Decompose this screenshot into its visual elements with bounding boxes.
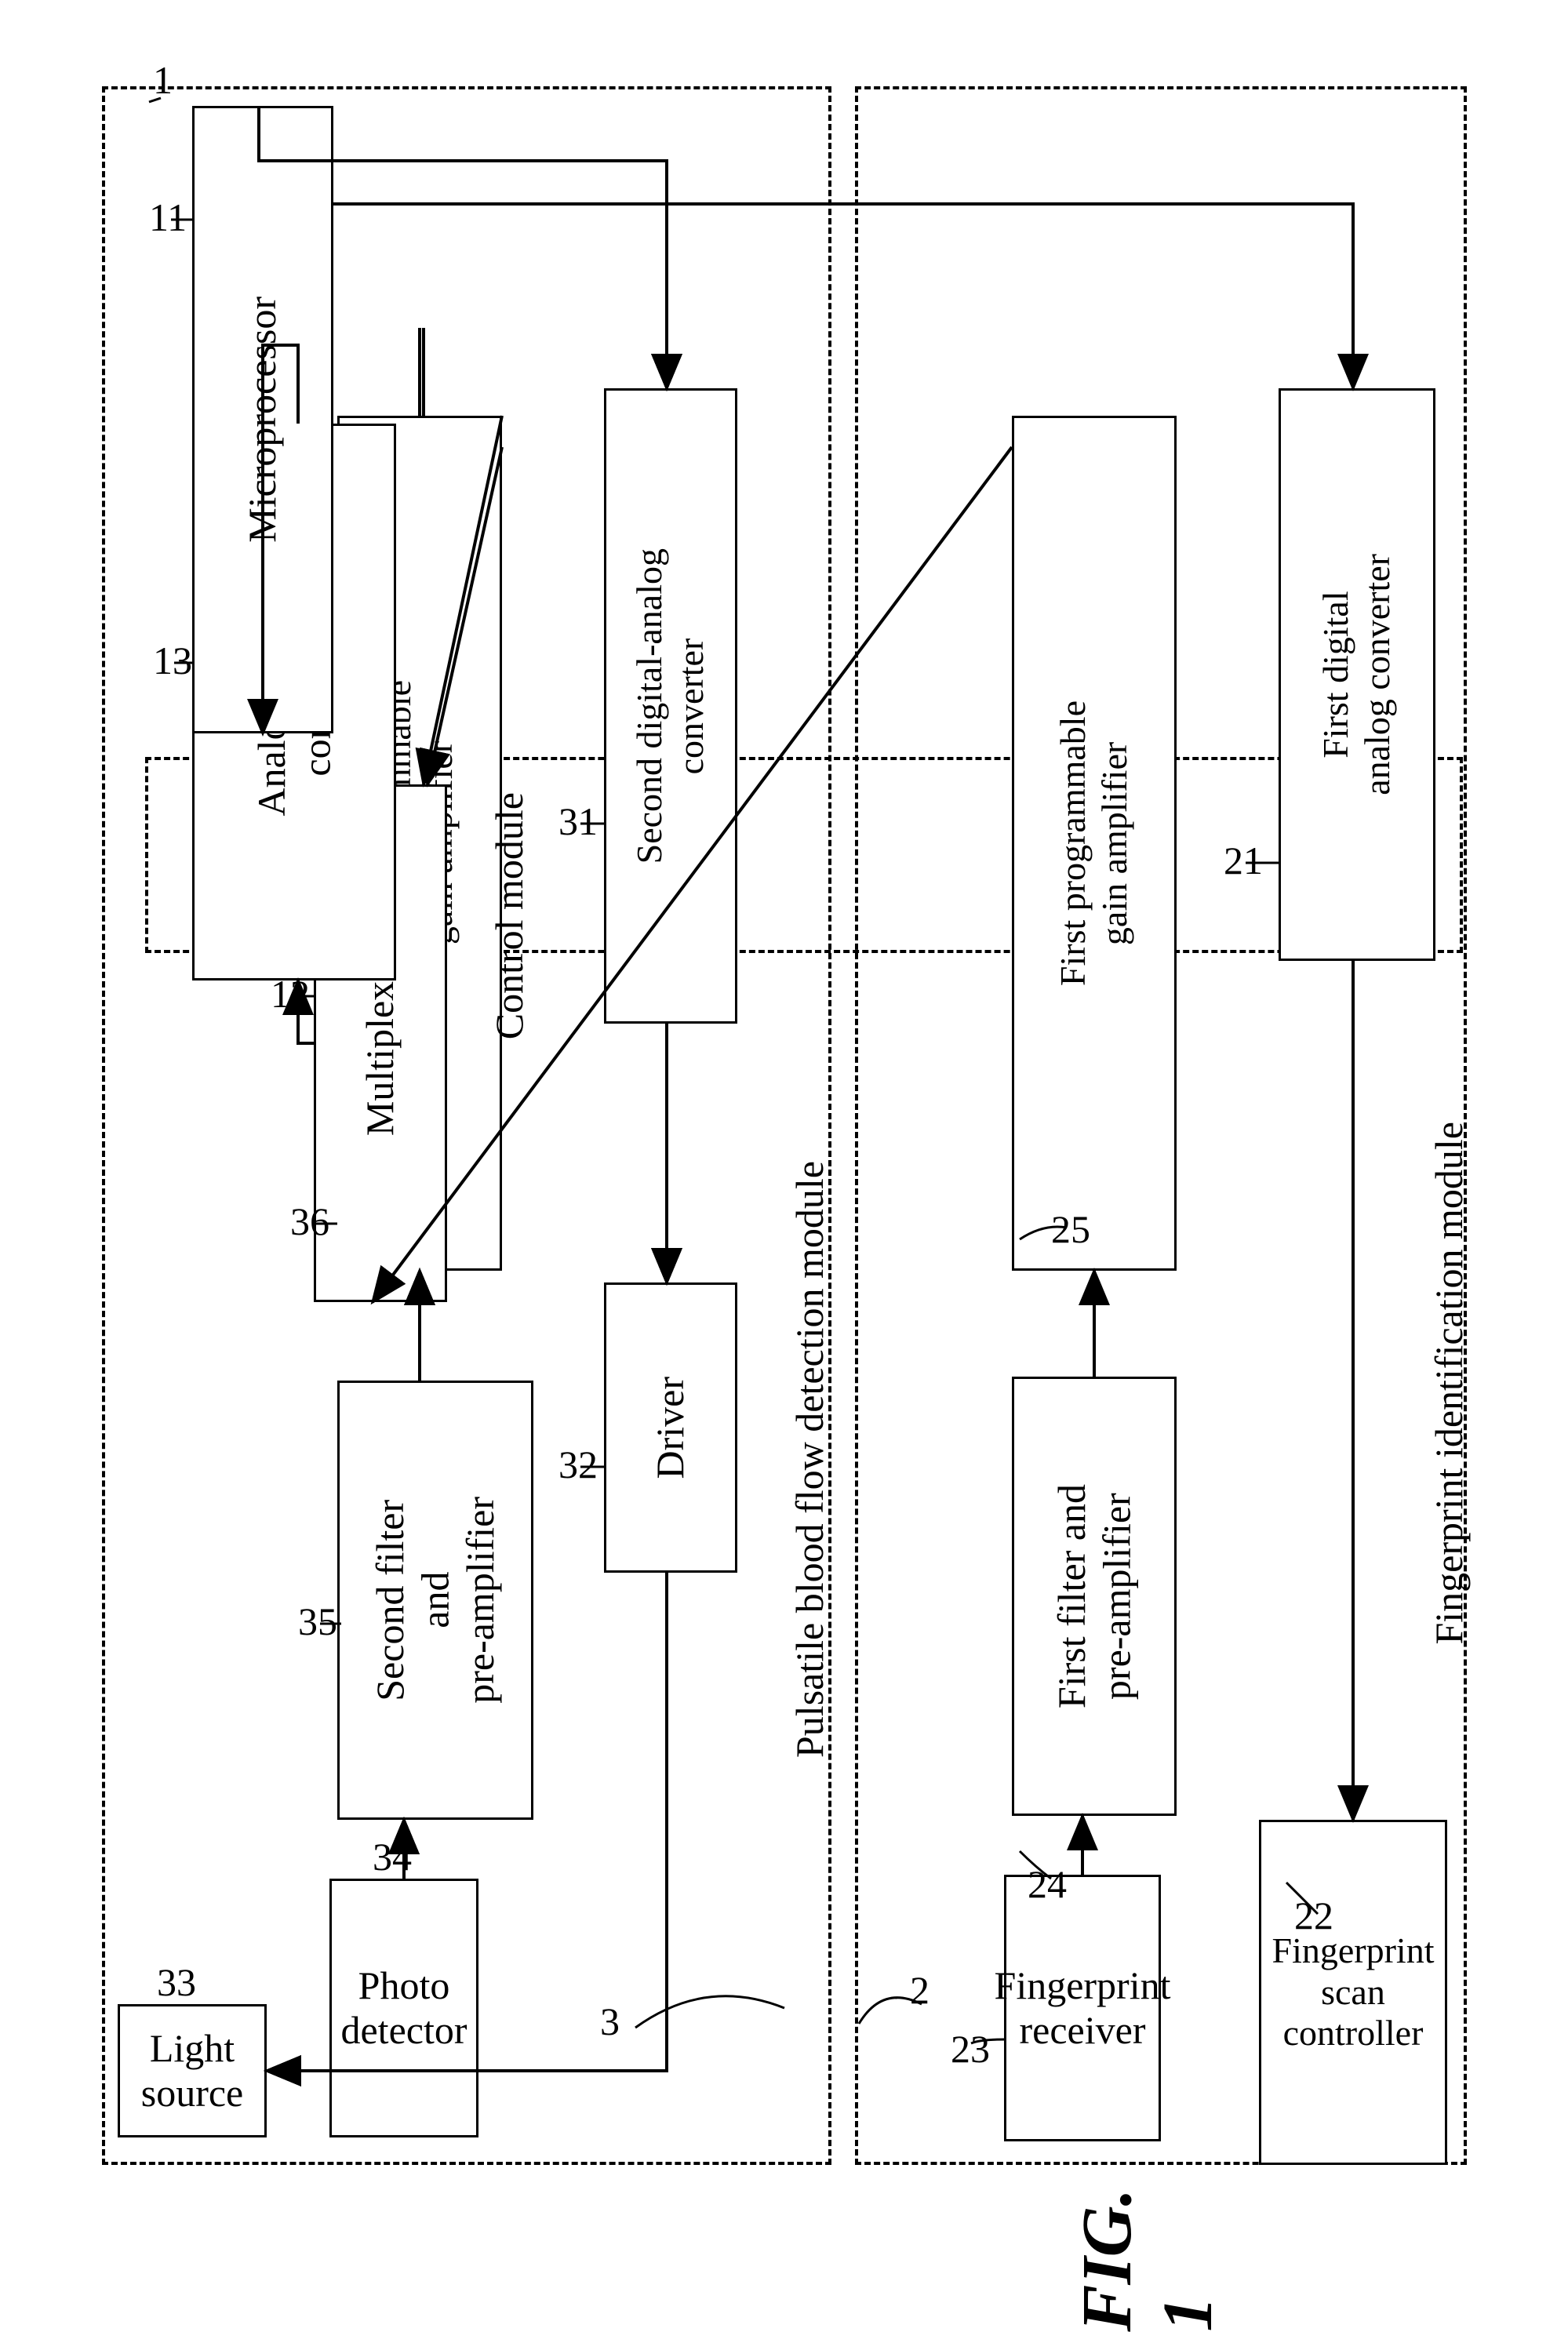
second-dac-label: Second digital-analogconverter [629,548,712,864]
ref-3: 3 [600,2000,620,2043]
photo-detector-block: Photodetector [329,1879,478,2137]
first-filter-block: First filter andpre-amplifier [1012,1377,1177,1816]
ref-12: 12 [271,973,310,1016]
ref-32: 32 [558,1443,598,1486]
ref-2: 2 [910,1969,930,2012]
ref-13: 13 [153,639,192,682]
photo-detector-label: Photodetector [340,1963,467,2054]
second-filter-block: Second filterandpre-amplifier [337,1381,533,1820]
light-source-label: Lightsource [141,2026,244,2116]
ref-36: 36 [290,1200,329,1243]
driver-label: Driver [648,1377,693,1479]
ref-21: 21 [1224,839,1263,882]
ref-24: 24 [1028,1863,1067,1906]
ref-23: 23 [951,2028,990,2071]
second-filter-label: Second filterandpre-amplifier [368,1497,504,1704]
first-dac-label: First digitalanalog converter [1315,554,1399,795]
fp-scan-label: Fingerprintscancontroller [1272,1930,1435,2055]
first-filter-label: First filter andpre-amplifier [1050,1484,1140,1708]
fingerprint-module-title: Fingerprint identification module [1428,1122,1471,1645]
microprocessor-block: Microprocessor [192,106,333,733]
pulsatile-module-title: Pulsatile blood flow detection module [788,1161,831,1758]
ref-33: 33 [157,1961,196,2004]
ref-1: 1 [153,59,173,102]
first-dac-block: First digitalanalog converter [1279,388,1435,961]
control-module-title: Control module [488,792,531,1039]
fp-receiver-label: Fingerprintreceiver [995,1963,1171,2054]
fp-scan-block: Fingerprintscancontroller [1259,1820,1447,2165]
fp-receiver-block: Fingerprintreceiver [1004,1875,1161,2141]
ref-31: 31 [558,800,598,843]
ref-35: 35 [298,1600,337,1643]
figure-label: FIG. 1 [1067,2188,1228,2332]
ref-34: 34 [373,1835,412,1879]
second-dac-block: Second digital-analogconverter [604,388,737,1024]
ref-22: 22 [1294,1894,1333,1937]
ref-11: 11 [149,196,187,239]
first-pga-block: First programmablegain amplifier [1012,416,1177,1271]
microprocessor-label: Microprocessor [240,297,286,543]
ref-25: 25 [1051,1208,1090,1251]
first-pga-label: First programmablegain amplifier [1053,700,1136,986]
light-source-block: Lightsource [118,2004,267,2137]
driver-block: Driver [604,1282,737,1573]
